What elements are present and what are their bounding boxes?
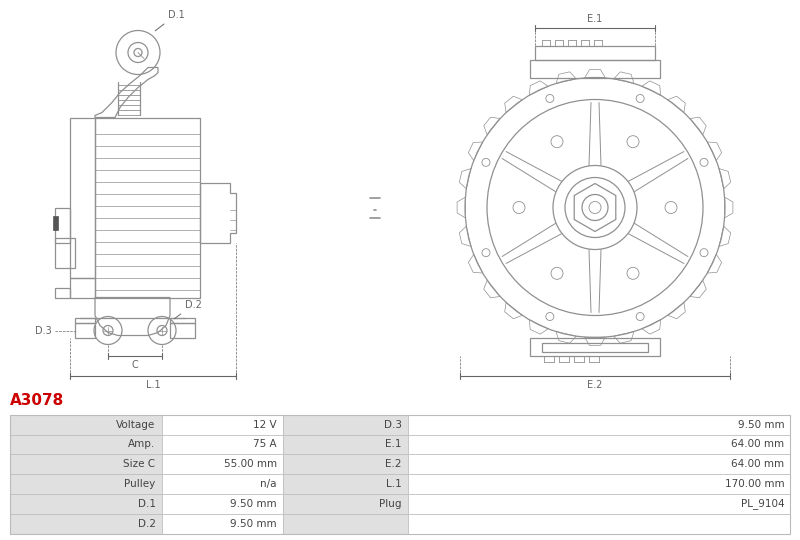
Bar	[283, 474, 408, 494]
Text: Pulley: Pulley	[124, 479, 156, 489]
Bar	[283, 415, 408, 435]
Bar	[162, 435, 283, 454]
Bar	[408, 454, 790, 474]
Bar	[408, 435, 790, 454]
Bar	[162, 474, 283, 494]
Text: Voltage: Voltage	[116, 420, 156, 430]
Text: 75 A: 75 A	[253, 440, 277, 449]
Bar	[408, 494, 790, 514]
Text: D.2: D.2	[174, 300, 202, 319]
Text: Plug: Plug	[379, 499, 402, 509]
Text: E.2: E.2	[587, 380, 602, 389]
Text: Amp.: Amp.	[128, 440, 156, 449]
Bar	[162, 494, 283, 514]
Text: PL_9104: PL_9104	[741, 498, 784, 509]
Text: 12 V: 12 V	[253, 420, 277, 430]
Text: L.1: L.1	[386, 479, 402, 489]
Text: E.1: E.1	[385, 440, 402, 449]
Text: A3078: A3078	[10, 393, 64, 408]
Text: Size C: Size C	[123, 459, 156, 469]
Text: n/a: n/a	[260, 479, 277, 489]
Bar	[162, 415, 283, 435]
Text: D.1: D.1	[155, 10, 185, 31]
Bar	[162, 514, 283, 534]
Text: E.1: E.1	[587, 14, 602, 24]
Bar	[283, 494, 408, 514]
Text: D.3: D.3	[383, 420, 402, 430]
Text: 64.00 mm: 64.00 mm	[731, 459, 784, 469]
Text: C: C	[132, 361, 138, 370]
Text: D.1: D.1	[138, 499, 156, 509]
Bar	[162, 454, 283, 474]
Text: L.1: L.1	[146, 381, 160, 390]
Bar	[10, 435, 162, 454]
Bar	[283, 514, 408, 534]
Bar	[10, 494, 162, 514]
Bar	[283, 454, 408, 474]
Bar	[10, 474, 162, 494]
Bar	[408, 474, 790, 494]
Text: 9.50 mm: 9.50 mm	[230, 518, 277, 529]
Text: 64.00 mm: 64.00 mm	[731, 440, 784, 449]
Text: E.2: E.2	[385, 459, 402, 469]
Bar	[10, 514, 162, 534]
Text: 9.50 mm: 9.50 mm	[230, 499, 277, 509]
Bar	[10, 454, 162, 474]
Text: 9.50 mm: 9.50 mm	[738, 420, 784, 430]
Bar	[283, 435, 408, 454]
Bar	[408, 415, 790, 435]
Text: 170.00 mm: 170.00 mm	[725, 479, 784, 489]
Bar	[408, 514, 790, 534]
Text: D.3: D.3	[35, 326, 52, 335]
Polygon shape	[53, 215, 58, 230]
Bar	[10, 415, 162, 435]
Text: 55.00 mm: 55.00 mm	[223, 459, 277, 469]
Text: D.2: D.2	[138, 518, 156, 529]
